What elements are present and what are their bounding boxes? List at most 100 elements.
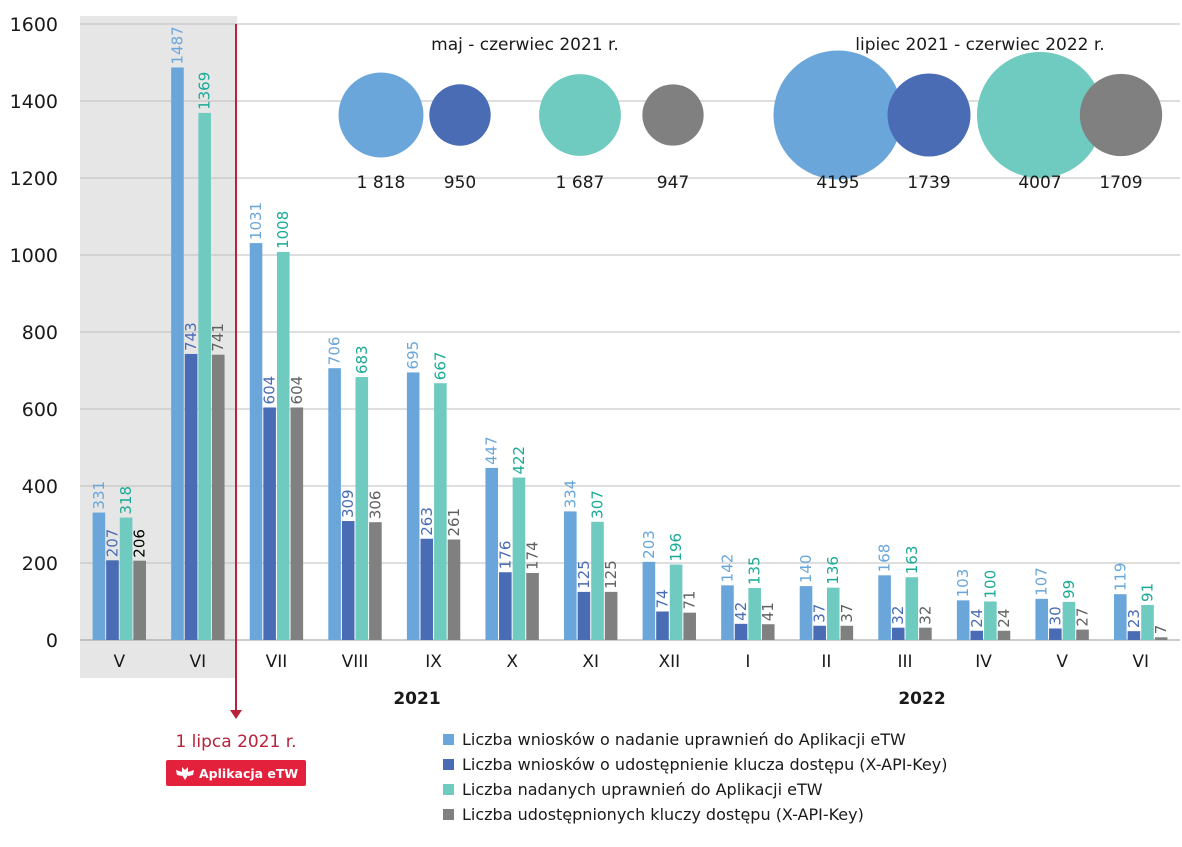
bar bbox=[1076, 629, 1089, 640]
legend-label: Liczba wniosków o nadanie uprawnień do A… bbox=[462, 730, 906, 749]
data-label: 27 bbox=[1074, 608, 1092, 627]
data-label: 125 bbox=[575, 560, 593, 589]
legend-swatch bbox=[443, 734, 454, 745]
bar bbox=[1114, 594, 1127, 640]
summary-value: 4195 bbox=[816, 173, 859, 193]
summary-value: 1 818 bbox=[357, 173, 406, 193]
bar bbox=[1035, 598, 1049, 640]
data-label: 706 bbox=[326, 337, 344, 366]
bar bbox=[171, 67, 184, 640]
summary-value: 1 687 bbox=[556, 173, 605, 193]
bar bbox=[369, 522, 382, 640]
launch-marker-arrow bbox=[230, 710, 242, 719]
bar bbox=[92, 512, 106, 640]
x-tick-label: V bbox=[113, 652, 125, 672]
bar bbox=[1062, 601, 1076, 640]
bars: 3312073182061487743136974110316041008604… bbox=[90, 26, 1170, 641]
summary-value: 1739 bbox=[907, 173, 950, 193]
eagle-wing-left bbox=[176, 770, 182, 776]
data-label: 174 bbox=[524, 541, 542, 570]
bar bbox=[604, 591, 618, 640]
data-label: 206 bbox=[131, 529, 149, 558]
x-tick-label: VIII bbox=[342, 652, 369, 672]
bar bbox=[106, 560, 119, 640]
bar bbox=[656, 611, 669, 640]
eagle-emblem-icon bbox=[176, 767, 194, 780]
x-tick-label: III bbox=[897, 652, 912, 672]
data-label: 667 bbox=[431, 352, 449, 381]
bar bbox=[119, 517, 133, 640]
data-label: 32 bbox=[889, 606, 907, 625]
data-label: 7 bbox=[1152, 625, 1170, 635]
legend-swatch bbox=[443, 784, 454, 795]
data-label: 32 bbox=[916, 606, 934, 625]
x-tick-label: IV bbox=[975, 652, 992, 672]
bar bbox=[447, 539, 461, 640]
data-label: 30 bbox=[1046, 606, 1064, 625]
etw-app-badge-label: Aplikacja eTW bbox=[199, 766, 298, 781]
bar bbox=[328, 368, 341, 640]
data-label: 71 bbox=[681, 591, 699, 610]
summary-value: 1709 bbox=[1099, 173, 1142, 193]
bar bbox=[198, 112, 211, 640]
data-label: 695 bbox=[404, 341, 422, 370]
data-label: 91 bbox=[1139, 583, 1157, 602]
bar bbox=[591, 521, 604, 640]
bar bbox=[683, 612, 696, 640]
data-label: 604 bbox=[261, 376, 279, 405]
x-tick-label: I bbox=[745, 652, 750, 672]
data-label: 1369 bbox=[196, 72, 214, 110]
year-label-2022: 2022 bbox=[898, 689, 945, 709]
bar bbox=[734, 623, 748, 640]
summary-value: 947 bbox=[657, 173, 689, 193]
data-label: 74 bbox=[653, 589, 671, 608]
bar bbox=[420, 538, 434, 640]
legend: Liczba wniosków o nadanie uprawnień do A… bbox=[443, 730, 947, 824]
launch-date-label: 1 lipca 2021 r. bbox=[175, 732, 296, 752]
summary-title-july-june: lipiec 2021 - czerwiec 2022 r. bbox=[855, 35, 1104, 55]
data-label: 331 bbox=[90, 481, 108, 510]
x-tick-label: II bbox=[821, 652, 831, 672]
bar bbox=[919, 627, 932, 640]
legend-swatch bbox=[443, 809, 454, 820]
data-label: 176 bbox=[496, 541, 514, 570]
data-label: 41 bbox=[759, 602, 777, 621]
data-label: 309 bbox=[339, 489, 357, 518]
data-label: 307 bbox=[589, 490, 607, 519]
summary-bubble bbox=[773, 50, 903, 180]
summary-value: 4007 bbox=[1018, 173, 1061, 193]
data-label: 447 bbox=[483, 436, 501, 465]
summary-title-may-june: maj - czerwiec 2021 r. bbox=[431, 35, 619, 55]
y-tick-label: 1200 bbox=[10, 168, 58, 190]
bar bbox=[905, 577, 919, 640]
y-axis: 0 200 400 600 800 1000 1200 1400 1600 bbox=[10, 14, 58, 652]
x-tick-label: VI bbox=[1132, 652, 1149, 672]
summary-bubble bbox=[887, 73, 971, 157]
x-tick-label: X bbox=[506, 652, 518, 672]
bar bbox=[878, 575, 891, 640]
bar bbox=[512, 477, 526, 640]
data-label: 203 bbox=[640, 530, 658, 559]
data-label: 604 bbox=[288, 376, 306, 405]
y-tick-label: 600 bbox=[22, 399, 58, 421]
bar bbox=[133, 560, 146, 640]
data-label: 163 bbox=[903, 546, 921, 575]
x-tick-label: XII bbox=[658, 652, 680, 672]
data-label: 683 bbox=[353, 345, 371, 374]
etw-app-badge bbox=[166, 760, 306, 786]
launch-marker: 1 lipca 2021 r. Aplikacja eTW bbox=[166, 24, 306, 786]
data-label: 24 bbox=[968, 609, 986, 628]
bar bbox=[406, 372, 420, 640]
x-axis: 2021 2022 V VI VII VIII IX X XI XII I II III IV V VI bbox=[113, 652, 1149, 709]
data-label: 334 bbox=[561, 480, 579, 509]
data-label: 741 bbox=[209, 323, 227, 352]
bar bbox=[434, 383, 447, 640]
bar bbox=[564, 511, 577, 640]
bar bbox=[276, 251, 290, 641]
bar bbox=[669, 564, 683, 640]
bar bbox=[997, 630, 1011, 640]
bar bbox=[970, 630, 984, 640]
summary-bubble bbox=[642, 84, 704, 146]
data-label: 306 bbox=[366, 491, 384, 520]
data-label: 318 bbox=[117, 486, 135, 515]
